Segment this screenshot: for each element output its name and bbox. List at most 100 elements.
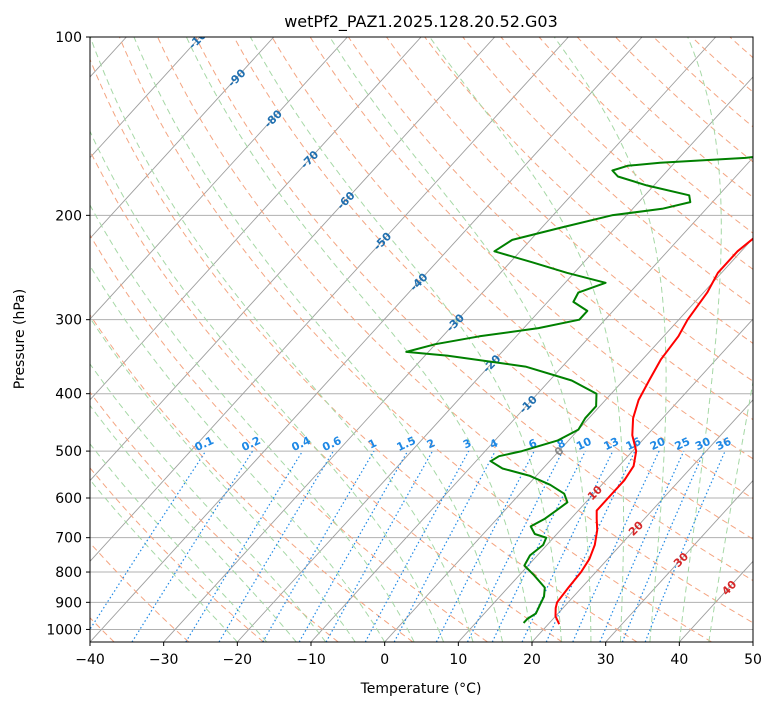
- isotherm-line: [90, 37, 496, 482]
- y-tick-label: 900: [55, 595, 82, 611]
- mixing-ratio-line: [364, 450, 470, 642]
- mixing-ratio-label: 20: [648, 435, 668, 453]
- x-tick-label: 30: [597, 652, 615, 668]
- x-tick-label: −30: [149, 652, 179, 668]
- isotherm-line: [90, 37, 569, 562]
- moist-adiabat: [90, 479, 238, 642]
- mixing-ratio-label: 25: [673, 435, 692, 453]
- mixing-ratio-line: [218, 450, 334, 642]
- plot-frame: [89, 36, 754, 643]
- moist-adiabat: [133, 37, 503, 642]
- moist-adiabat: [90, 264, 386, 642]
- mixing-ratio-line: [262, 450, 375, 642]
- isotherm-line: [605, 479, 753, 642]
- dry-adiabats: [90, 37, 753, 642]
- dry-adiabat: [271, 37, 753, 500]
- dry-adiabat: [90, 314, 414, 642]
- x-tick-label: −40: [75, 652, 105, 668]
- moist-adiabat: [90, 443, 268, 642]
- x-tick-label: −10: [296, 652, 326, 668]
- moist-adiabats: [90, 37, 753, 642]
- y-axis-label: Pressure (hPa): [12, 289, 28, 389]
- mixing-ratio-label: 13: [602, 435, 621, 453]
- isotherm-line: [163, 37, 717, 642]
- isotherms: [90, 37, 753, 642]
- y-tick-label: 700: [55, 531, 82, 547]
- y-tick-label: 100: [55, 30, 82, 46]
- isotherm-line: [90, 37, 201, 159]
- dry-adiabat: [233, 37, 753, 540]
- moist-adiabat: [90, 317, 356, 642]
- x-tick-label: 10: [449, 652, 467, 668]
- dewpoint-profile-line: [405, 156, 753, 624]
- isotherm-line: [90, 37, 422, 401]
- mixing-ratio-line: [621, 450, 705, 642]
- y-tick-label: 800: [55, 565, 82, 581]
- mixing-ratio-label: 36: [714, 435, 734, 453]
- mixing-ratio-line: [521, 450, 614, 642]
- temperature-profile-line: [554, 237, 753, 625]
- isotherm-line: [237, 76, 753, 642]
- dry-adiabat: [500, 37, 753, 270]
- mixing-ratio-line: [185, 450, 304, 642]
- y-tick-label: 300: [55, 313, 82, 329]
- profile-series: [405, 156, 753, 625]
- mixing-ratio-line: [325, 450, 434, 642]
- dry-adiabat: [576, 37, 753, 198]
- moist-adiabat: [90, 37, 474, 642]
- mixing-ratio-line: [644, 450, 726, 642]
- dry-adiabat: [309, 37, 753, 460]
- mixing-ratio-label: 10: [574, 435, 594, 453]
- mixing-ratio-line: [298, 450, 409, 642]
- y-tick-label: 400: [55, 387, 82, 403]
- dry-adiabat: [157, 37, 753, 624]
- dry-adiabat: [538, 37, 753, 234]
- dry-adiabat: [90, 149, 563, 642]
- y-axis-ticks: 100 200 300 400 500 600 700 800 900 1000: [46, 30, 90, 638]
- isotherm-line: [531, 399, 753, 642]
- moist-adiabat: [429, 37, 625, 642]
- dry-adiabat: [386, 37, 753, 382]
- dry-adiabat: [347, 37, 753, 421]
- isotherm-line: [90, 37, 275, 240]
- plot-area: -100-90-80-70-60-50-40-30-20-10010203040…: [90, 37, 753, 642]
- isotherm-line: [458, 318, 753, 642]
- x-axis-label: Temperature (°C): [360, 681, 482, 697]
- mixing-ratio-line: [545, 450, 636, 642]
- moist-adiabat: [90, 130, 445, 642]
- x-axis-ticks: −40 −30 −20 −10 0 10 20 30 40 50: [75, 642, 762, 668]
- moist-adiabat: [185, 37, 533, 642]
- moist-adiabat: [708, 379, 753, 642]
- mixing-ratio-lines: [90, 450, 726, 642]
- y-tick-label: 500: [55, 444, 82, 460]
- dry-adiabat: [118, 37, 712, 642]
- moist-adiabat: [90, 363, 327, 642]
- y-tick-label: 1000: [46, 622, 82, 638]
- mixing-ratio-line: [572, 450, 660, 642]
- x-tick-label: 20: [523, 652, 541, 668]
- chart-title: wetPf2_PAZ1.2025.128.20.52.G03: [284, 12, 558, 32]
- isotherm-line: [384, 237, 753, 642]
- moist-adiabat: [329, 37, 592, 642]
- mixing-ratio-labels: 0.1 0.2 0.4 0.6 1 1.5 2 3 4 6 8 10 13 16 20 25 30 36: [193, 434, 734, 454]
- moist-adiabat: [553, 37, 667, 642]
- moist-adiabat: [90, 404, 297, 642]
- dry-adiabat: [90, 391, 339, 642]
- dry-adiabat: [424, 37, 753, 344]
- mixing-ratio-label: 30: [693, 435, 713, 453]
- y-tick-label: 200: [55, 208, 82, 224]
- isotherm-line: [90, 37, 348, 320]
- x-tick-label: 50: [744, 652, 762, 668]
- x-tick-label: 0: [380, 652, 389, 668]
- dry-adiabat: [195, 37, 753, 582]
- moist-adiabat: [678, 37, 722, 642]
- isotherm-line: [90, 37, 643, 642]
- pressure-grid: [90, 37, 753, 630]
- y-tick-label: 600: [55, 491, 82, 507]
- mixing-ratio-line: [491, 450, 586, 642]
- mixing-ratio-line: [131, 450, 254, 642]
- x-tick-label: 40: [670, 652, 688, 668]
- moist-adiabat: [90, 204, 415, 642]
